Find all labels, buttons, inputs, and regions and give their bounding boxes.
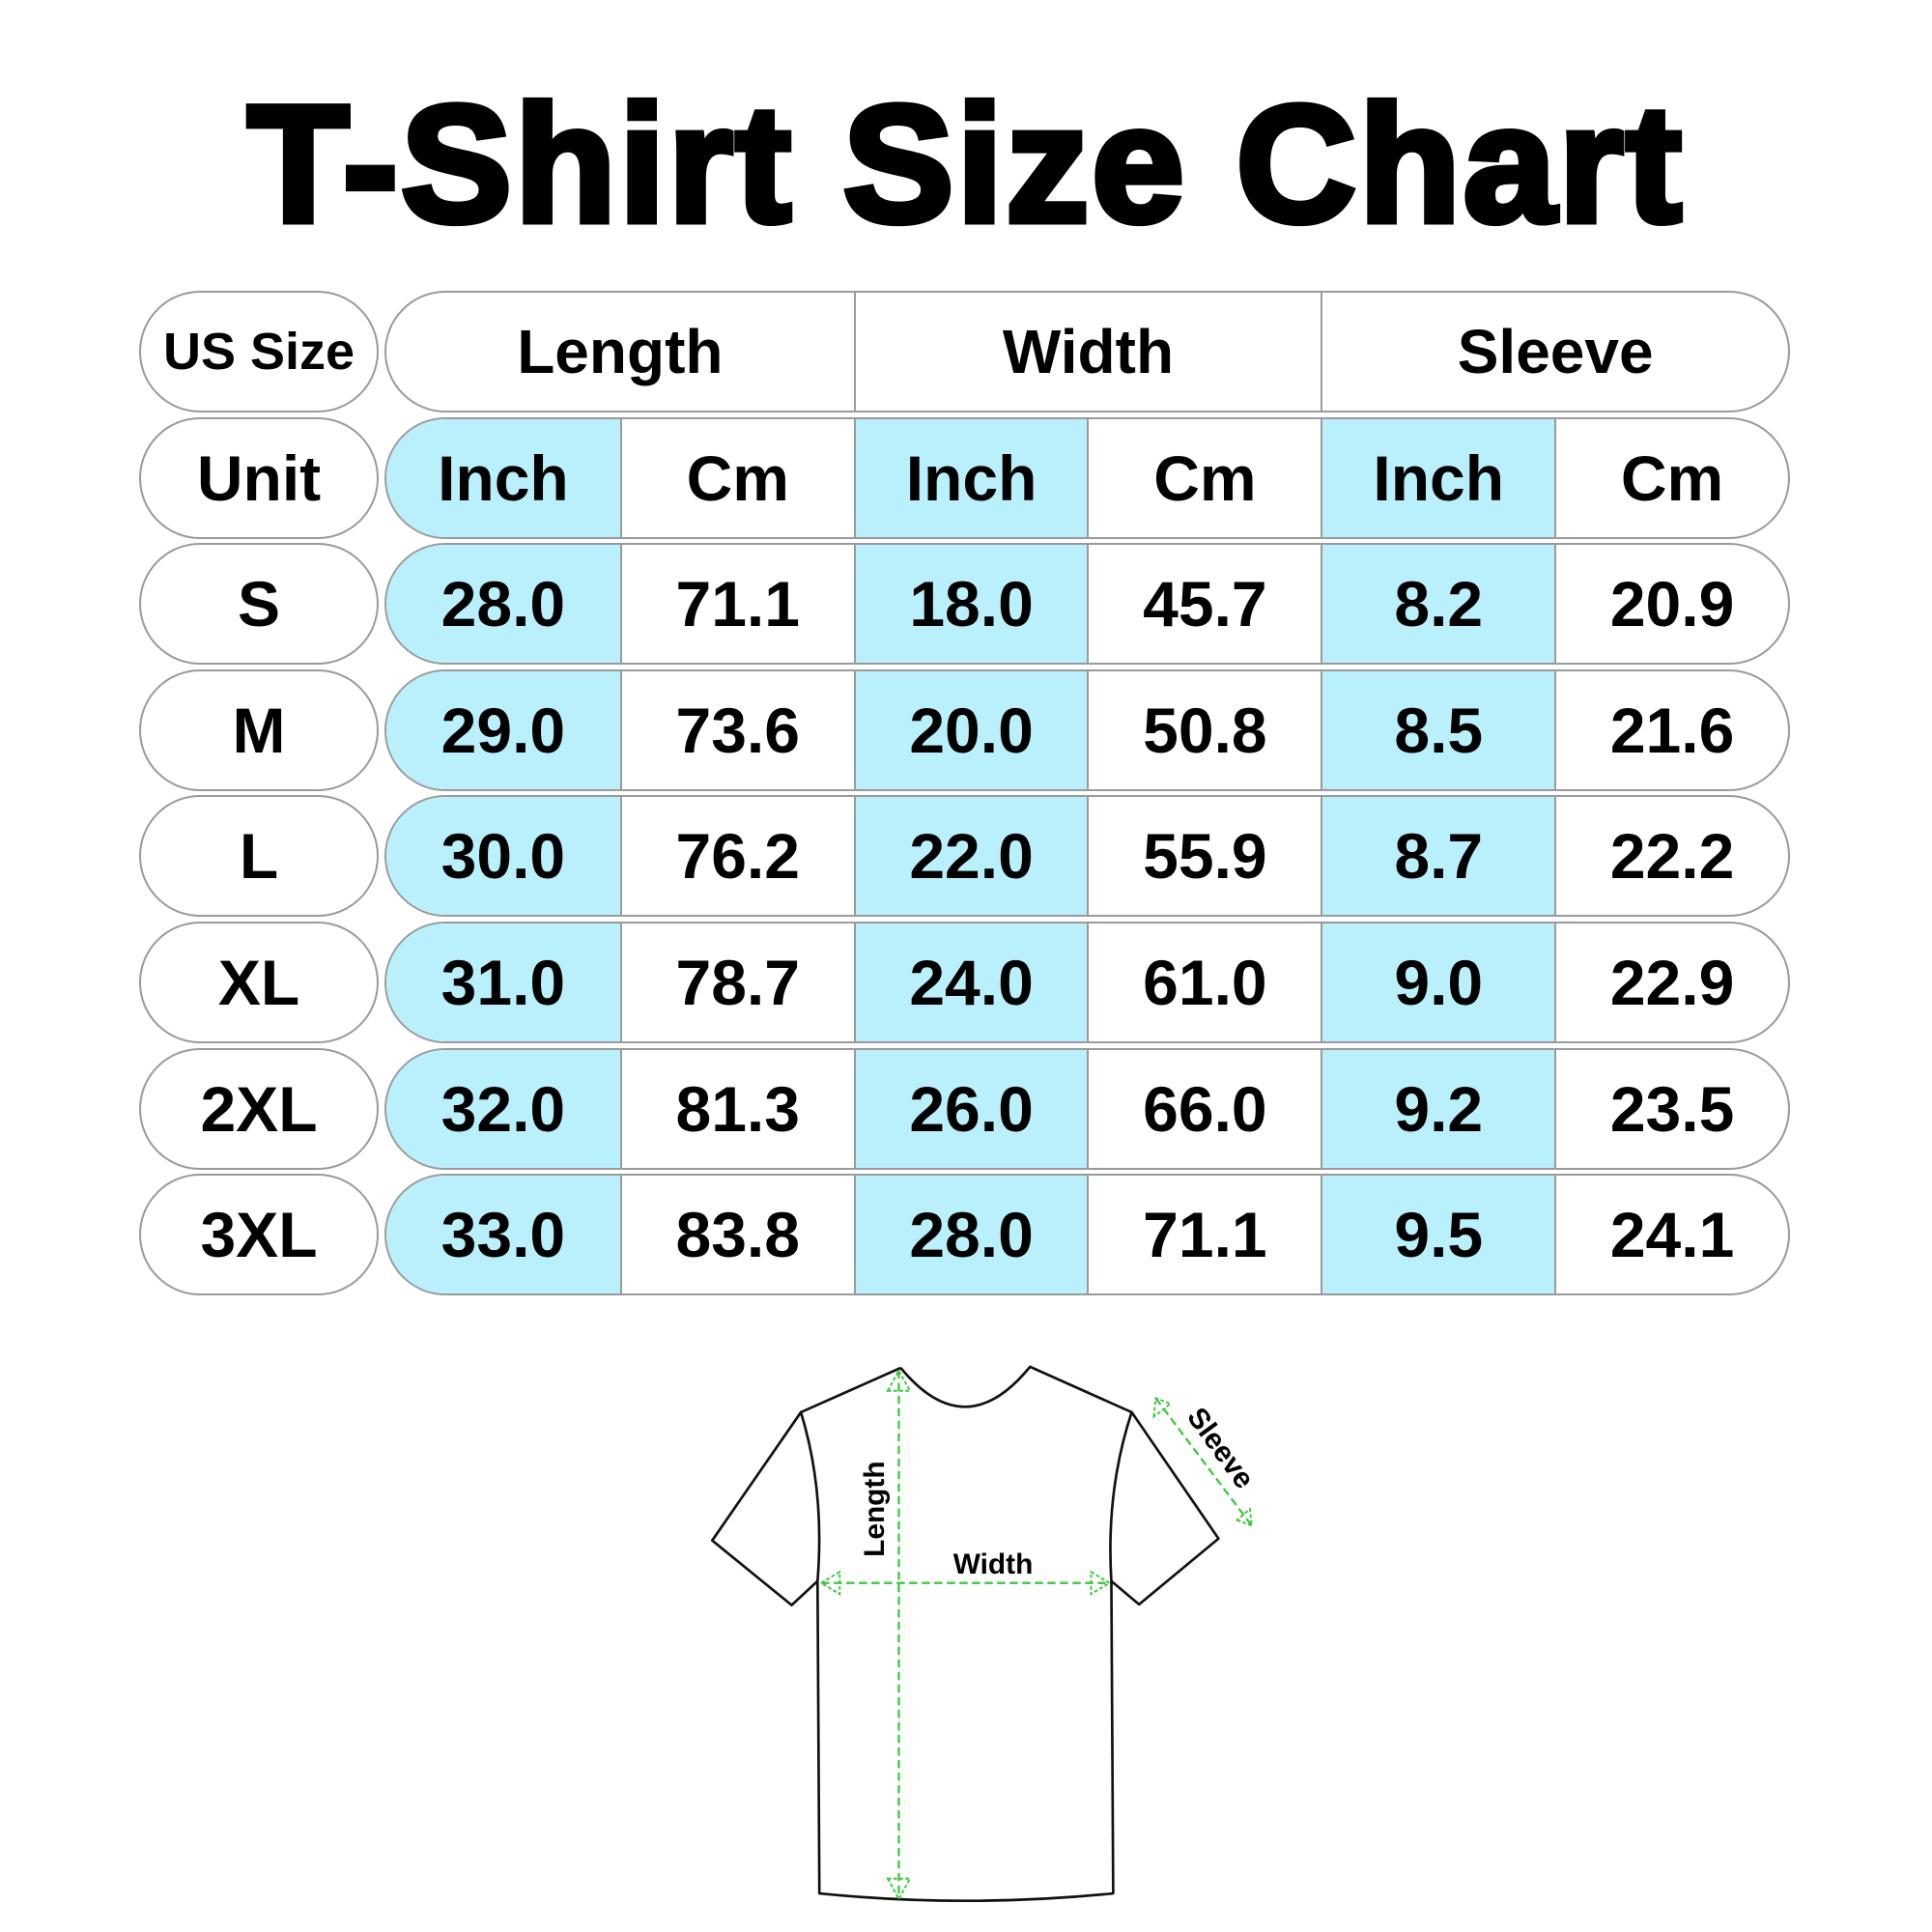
table-row: 29.0 73.6 20.0 50.8 8.5 21.6 [384,668,1790,791]
tshirt-outline [710,1365,1220,1903]
tshirt-measurement-diagram: Length Width Sleeve [710,1365,1260,1903]
group-header-row: Length Width Sleeve [384,291,1790,412]
inch-value-cell: 26.0 [853,1049,1088,1168]
inch-value-cell: 9.2 [1321,1049,1555,1168]
inch-value-cell: 24.0 [853,923,1088,1041]
size-column: US Size Unit S M L XL 2XL 3XL [139,291,379,1300]
unit-header-row: Inch Cm Inch Cm Inch Cm [384,416,1790,539]
cm-value-cell: 78.7 [619,923,854,1041]
size-label: 2XL [139,1047,379,1170]
length-label: Length [859,1461,891,1556]
cm-value-cell: 23.5 [1554,1049,1788,1168]
width-arrow-right [1090,1570,1112,1596]
group-header-length: Length [517,317,724,386]
inch-value-cell: 31.0 [386,923,620,1041]
cm-value-cell: 24.1 [1554,1176,1788,1294]
group-header-width: Width [853,293,1321,411]
table-row: 32.0 81.3 26.0 66.0 9.2 23.5 [384,1047,1790,1170]
inch-value-cell: 22.0 [853,797,1088,916]
unit-header-cell: Inch [386,418,620,537]
size-table: Length Width Sleeve Inch Cm Inch Cm Inch… [384,291,1790,1300]
inch-value-cell: 8.5 [1321,670,1555,789]
unit-header: Unit [139,416,379,539]
inch-value-cell: 8.2 [1321,545,1555,664]
cm-value-cell: 71.1 [1087,1176,1321,1294]
table-row: 31.0 78.7 24.0 61.0 9.0 22.9 [384,921,1790,1043]
inch-value-cell: 30.0 [386,797,620,916]
unit-header-cell: Cm [1554,418,1788,537]
cm-value-cell: 71.1 [619,545,854,664]
sleeve-arrow-bottom [1235,1507,1253,1527]
table-row: 33.0 83.8 28.0 71.1 9.5 24.1 [384,1174,1790,1296]
cm-value-cell: 55.9 [1087,797,1321,916]
width-arrow-left [819,1570,841,1596]
unit-header-cell: Cm [619,418,854,537]
width-label: Width [953,1548,1034,1580]
inch-value-cell: 9.5 [1321,1176,1555,1294]
group-header-sleeve: Sleeve [1321,293,1788,411]
size-label: L [139,795,379,918]
sleeve-label: Sleeve [1180,1402,1260,1494]
cm-value-cell: 20.9 [1554,545,1788,664]
cm-value-cell: 61.0 [1087,923,1321,1041]
cm-value-cell: 81.3 [619,1049,854,1168]
inch-value-cell: 20.0 [853,670,1088,789]
table-row: 28.0 71.1 18.0 45.7 8.2 20.9 [384,543,1790,666]
us-size-header: US Size [139,291,379,412]
page-title: T-Shirt Size Chart [244,69,1686,261]
cm-value-cell: 22.9 [1554,923,1788,1041]
inch-value-cell: 29.0 [386,670,620,789]
inch-value-cell: 28.0 [386,545,620,664]
inch-value-cell: 28.0 [853,1176,1088,1294]
cm-value-cell: 50.8 [1087,670,1321,789]
cm-value-cell: 76.2 [619,797,854,916]
inch-value-cell: 18.0 [853,545,1088,664]
unit-header-cell: Cm [1087,418,1321,537]
cm-value-cell: 73.6 [619,670,854,789]
cm-value-cell: 21.6 [1554,670,1788,789]
inch-value-cell: 32.0 [386,1049,620,1168]
cm-value-cell: 83.8 [619,1176,854,1294]
inch-value-cell: 9.0 [1321,923,1555,1041]
size-label: M [139,668,379,791]
cm-value-cell: 66.0 [1087,1049,1321,1168]
inch-value-cell: 33.0 [386,1176,620,1294]
size-label: S [139,543,379,666]
sleeve-arrow-top [1152,1397,1173,1419]
unit-header-cell: Inch [1321,418,1555,537]
cm-value-cell: 22.2 [1554,797,1788,916]
table-row: 30.0 76.2 22.0 55.9 8.7 22.2 [384,795,1790,918]
sleeve-measure-line [1154,1397,1253,1527]
inch-value-cell: 8.7 [1321,797,1555,916]
cm-value-cell: 45.7 [1087,545,1321,664]
size-label: XL [139,921,379,1043]
unit-header-cell: Inch [853,418,1088,537]
size-label: 3XL [139,1174,379,1296]
